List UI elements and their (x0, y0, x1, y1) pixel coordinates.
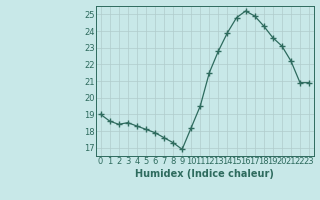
X-axis label: Humidex (Indice chaleur): Humidex (Indice chaleur) (135, 169, 274, 179)
